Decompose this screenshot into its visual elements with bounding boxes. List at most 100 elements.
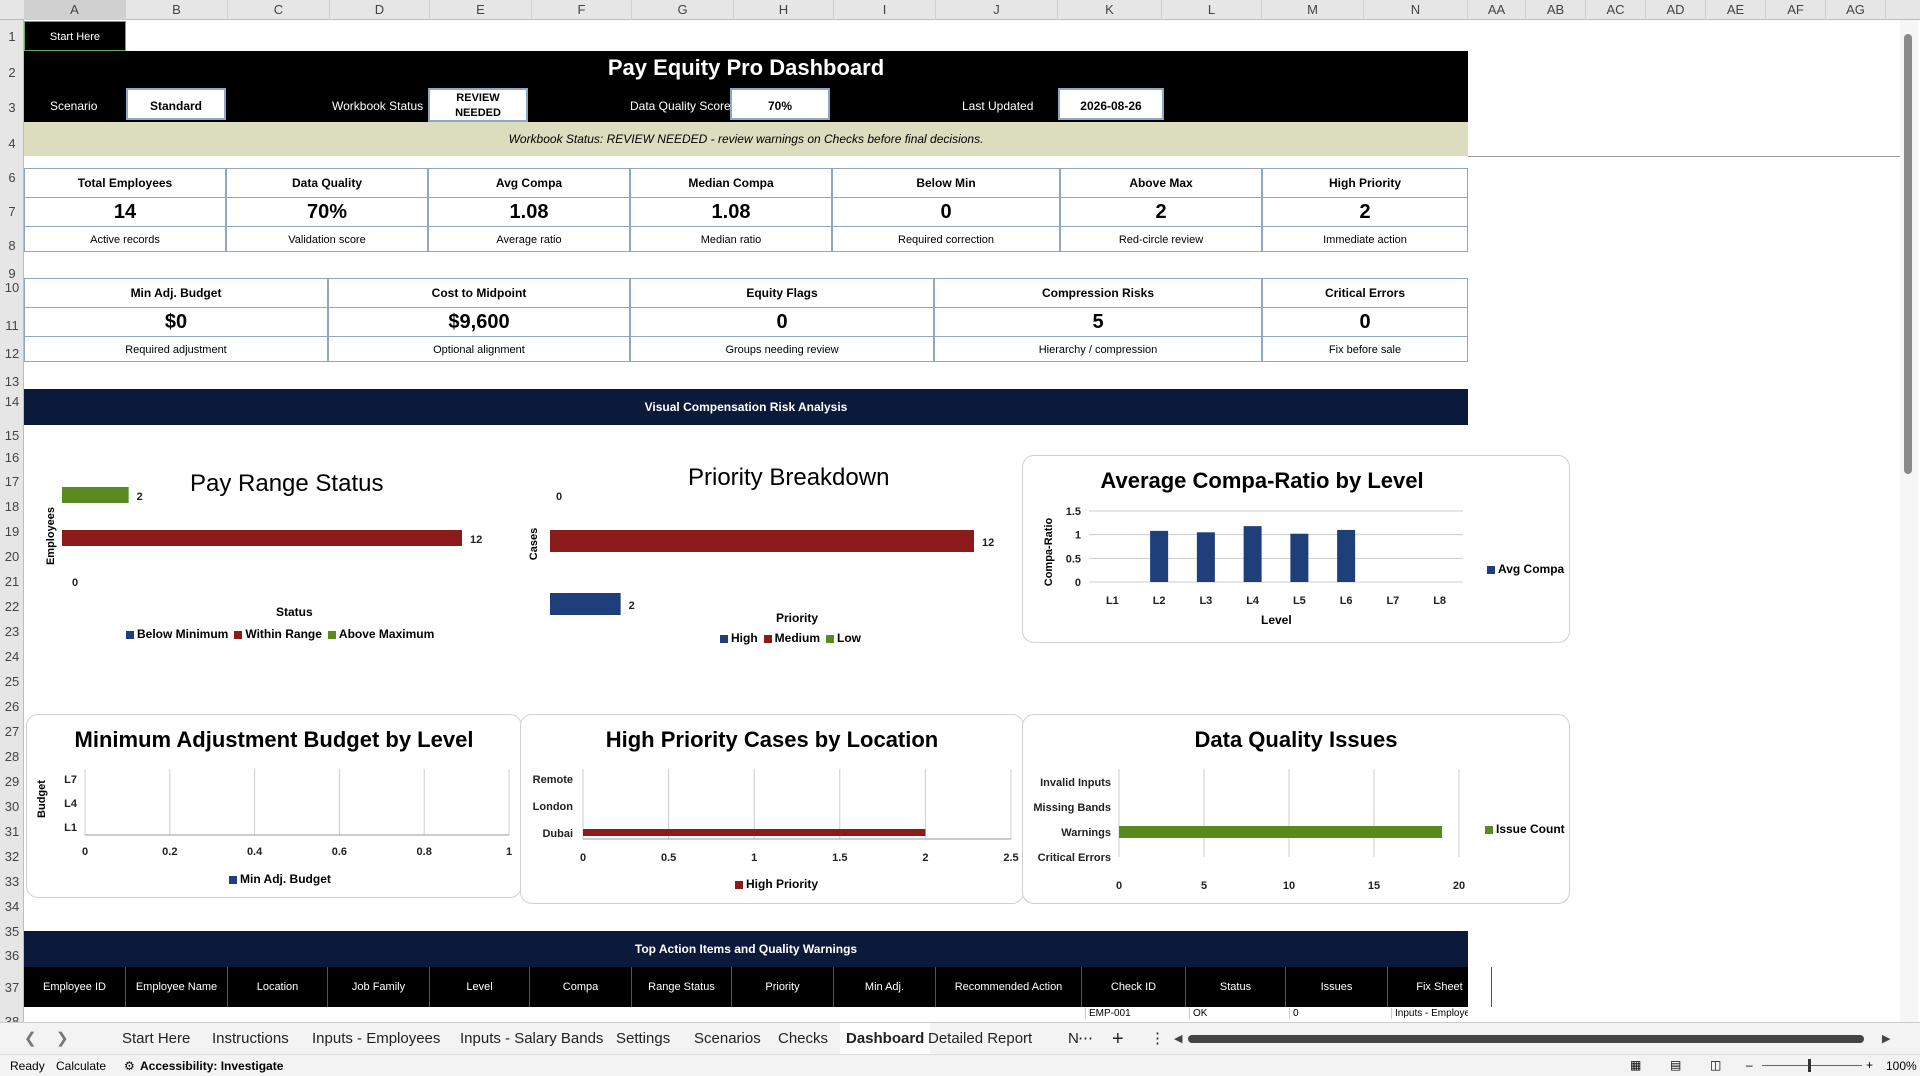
- sheet-tab[interactable]: Settings: [616, 1030, 671, 1047]
- vertical-scrollbar[interactable]: [1900, 20, 1918, 1022]
- normal-view-icon[interactable]: ▦: [1630, 1058, 1642, 1072]
- row-header-37[interactable]: 37: [4, 980, 20, 995]
- sheet-tab[interactable]: Start Here: [122, 1030, 191, 1047]
- column-header-m[interactable]: M: [1262, 0, 1364, 20]
- table-header-cell[interactable]: Recommended Action: [936, 967, 1082, 1007]
- workbook-status-value[interactable]: REVIEW NEEDED: [428, 88, 528, 122]
- row-header-28[interactable]: 28: [4, 749, 20, 764]
- column-header-i[interactable]: I: [834, 0, 936, 20]
- pay-range-status-chart[interactable]: Pay Range Status Employees 0 12 2 Status B…: [30, 460, 510, 660]
- column-header-ag[interactable]: AG: [1826, 0, 1886, 20]
- horizontal-scrollbar[interactable]: [1188, 1035, 1864, 1043]
- column-header-h[interactable]: H: [734, 0, 834, 20]
- next-sheet-icon[interactable]: ❯: [56, 1030, 69, 1047]
- sheet-tab[interactable]: Detailed Report: [928, 1030, 1033, 1047]
- high-priority-location-chart[interactable]: High Priority Cases by Location 0 0.5 1 1.5…: [520, 714, 1024, 904]
- row-header-15[interactable]: 15: [4, 428, 20, 443]
- row-header-27[interactable]: 27: [4, 724, 20, 739]
- column-header-c[interactable]: C: [228, 0, 330, 20]
- column-header-af[interactable]: AF: [1766, 0, 1826, 20]
- column-header-g[interactable]: G: [632, 0, 734, 20]
- table-header-cell[interactable]: Min Adj.: [834, 967, 936, 1007]
- table-header-cell[interactable]: Check ID: [1082, 967, 1186, 1007]
- row-header-30[interactable]: 30: [4, 799, 20, 814]
- table-header-cell[interactable]: Level: [430, 967, 530, 1007]
- add-sheet-icon[interactable]: +: [1112, 1028, 1124, 1050]
- sheet-options-icon[interactable]: ⋮: [1150, 1030, 1165, 1047]
- row-header-17[interactable]: 17: [4, 474, 20, 489]
- scenario-value[interactable]: Standard: [126, 88, 226, 120]
- row-header-24[interactable]: 24: [4, 649, 20, 664]
- column-header-ac[interactable]: AC: [1586, 0, 1646, 20]
- table-header-cell[interactable]: Employee Name: [126, 967, 228, 1007]
- table-header-cell[interactable]: Priority: [732, 967, 834, 1007]
- row-header-32[interactable]: 32: [4, 849, 20, 864]
- column-header-a[interactable]: A: [24, 0, 126, 20]
- accessibility-icon[interactable]: ⚙: [124, 1059, 135, 1073]
- last-updated-value[interactable]: 2026-08-26: [1058, 88, 1164, 120]
- column-header-k[interactable]: K: [1058, 0, 1162, 20]
- row-header-23[interactable]: 23: [4, 624, 20, 639]
- page-layout-icon[interactable]: ▤: [1670, 1058, 1682, 1072]
- row-header-22[interactable]: 22: [4, 599, 20, 614]
- zoom-slider-thumb[interactable]: [1808, 1059, 1811, 1072]
- column-header-aa[interactable]: AA: [1468, 0, 1526, 20]
- zoom-slider[interactable]: [1762, 1065, 1862, 1066]
- row-header-18[interactable]: 18: [4, 499, 20, 514]
- page-break-icon[interactable]: ◫: [1710, 1058, 1722, 1072]
- sheet-tab[interactable]: Inputs - Salary Bands: [460, 1030, 604, 1047]
- row-header-9[interactable]: 9: [8, 266, 16, 281]
- zoom-in-icon[interactable]: +: [1866, 1058, 1874, 1072]
- column-header-l[interactable]: L: [1162, 0, 1262, 20]
- accessibility-status[interactable]: Accessibility: Investigate: [140, 1059, 284, 1073]
- row-header-1[interactable]: 1: [8, 29, 16, 44]
- priority-breakdown-chart[interactable]: Priority Breakdown Cases 2 12 0 Priority H…: [520, 460, 1010, 660]
- row-header-31[interactable]: 31: [4, 824, 20, 839]
- table-header-cell[interactable]: Job Family: [328, 967, 430, 1007]
- column-header-n[interactable]: N: [1364, 0, 1468, 20]
- data-quality-value[interactable]: 70%: [730, 88, 830, 120]
- sheet-tab[interactable]: N: [1068, 1030, 1079, 1047]
- sheet-tab[interactable]: Scenarios: [694, 1030, 761, 1047]
- table-header-cell[interactable]: Location: [228, 967, 328, 1007]
- row-header-25[interactable]: 25: [4, 674, 20, 689]
- column-header-b[interactable]: B: [126, 0, 228, 20]
- data-quality-issues-chart[interactable]: Data Quality Issues 0 5 10 15 20 Critical Err…: [1022, 714, 1570, 904]
- scroll-right-icon[interactable]: ▶: [1882, 1033, 1891, 1045]
- column-header-d[interactable]: D: [330, 0, 430, 20]
- row-header-12[interactable]: 12: [4, 346, 20, 361]
- scroll-thumb[interactable]: [1904, 34, 1912, 474]
- prev-sheet-icon[interactable]: ❮: [24, 1030, 37, 1047]
- row-header-11[interactable]: 11: [5, 318, 19, 333]
- row-header-35[interactable]: 35: [4, 924, 20, 939]
- column-header-ad[interactable]: AD: [1646, 0, 1706, 20]
- table-header-cell[interactable]: Fix Sheet: [1388, 967, 1492, 1007]
- row-header-36[interactable]: 36: [4, 948, 20, 963]
- table-header-cell[interactable]: Issues: [1286, 967, 1388, 1007]
- zoom-level[interactable]: 100%: [1886, 1059, 1917, 1073]
- row-header-14[interactable]: 14: [4, 394, 20, 409]
- row-header-8[interactable]: 8: [8, 238, 16, 253]
- row-header-7[interactable]: 7: [8, 204, 16, 219]
- table-header-cell[interactable]: Status: [1186, 967, 1286, 1007]
- sheet-tab[interactable]: Instructions: [212, 1030, 289, 1047]
- calculate-button[interactable]: Calculate: [56, 1059, 107, 1073]
- sheet-tab[interactable]: Checks: [778, 1030, 829, 1047]
- column-header-e[interactable]: E: [430, 0, 532, 20]
- column-header-j[interactable]: J: [936, 0, 1058, 20]
- row-header-34[interactable]: 34: [4, 899, 20, 914]
- row-header-13[interactable]: 13: [4, 374, 20, 389]
- table-header-cell[interactable]: Employee ID: [24, 967, 126, 1007]
- column-header-f[interactable]: F: [532, 0, 632, 20]
- table-header-cell[interactable]: Compa: [530, 967, 632, 1007]
- row-header-4[interactable]: 4: [8, 136, 16, 151]
- scroll-left-icon[interactable]: ◀: [1174, 1033, 1183, 1045]
- table-header-cell[interactable]: Range Status: [632, 967, 732, 1007]
- row-header-19[interactable]: 19: [4, 524, 20, 539]
- column-header-ae[interactable]: AE: [1706, 0, 1766, 20]
- row-header-20[interactable]: 20: [4, 549, 20, 564]
- zoom-out-icon[interactable]: –: [1746, 1058, 1753, 1072]
- more-sheets-icon[interactable]: ⋯: [1078, 1030, 1093, 1047]
- row-header-6[interactable]: 6: [8, 170, 16, 185]
